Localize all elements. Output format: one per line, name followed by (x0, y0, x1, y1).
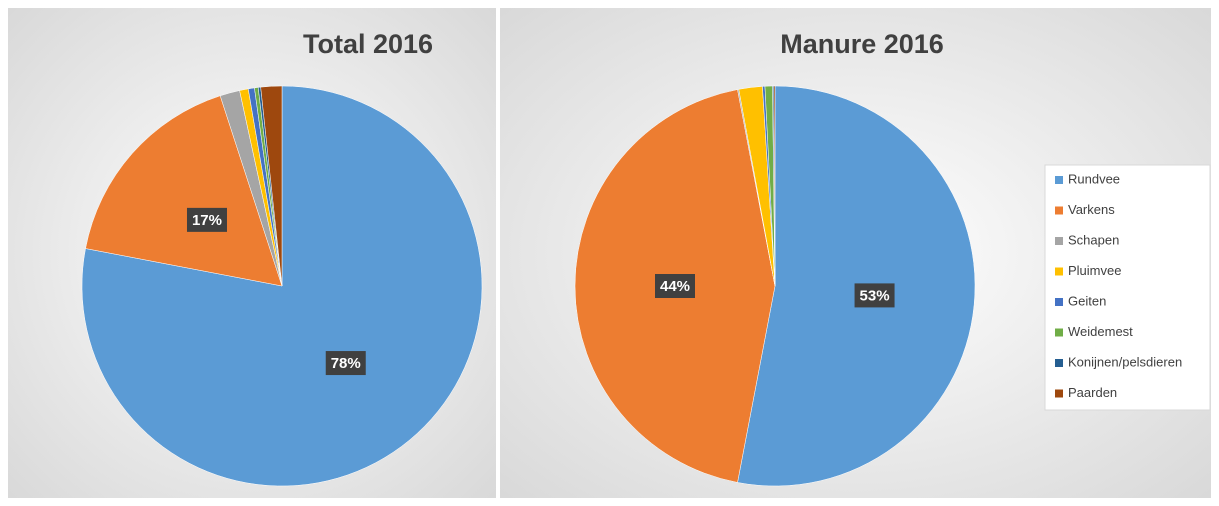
data-label: 78% (331, 355, 361, 372)
legend-swatch (1055, 206, 1063, 215)
label-box (655, 274, 695, 298)
pie-slice (773, 85, 776, 287)
pie-slice (260, 85, 283, 287)
legend-label: Varkens (1068, 202, 1115, 217)
legend-label: Pluimvee (1068, 263, 1121, 278)
chart-title: Total 2016 (303, 29, 433, 59)
chart-title: Manure 2016 (780, 29, 944, 59)
data-label: 17% (192, 212, 222, 229)
legend-label: Weidemest (1068, 324, 1133, 339)
legend-swatch (1055, 389, 1063, 398)
legend-label: Paarden (1068, 385, 1117, 400)
legend-label: Schapen (1068, 232, 1119, 247)
legend-swatch (1055, 267, 1063, 276)
legend-label: Rundvee (1068, 171, 1120, 186)
legend-label: Geiten (1068, 293, 1106, 308)
legend-swatch (1055, 328, 1063, 337)
legend-swatch (1055, 237, 1063, 245)
label-box (854, 283, 895, 308)
data-label: 44% (660, 278, 690, 295)
label-box (186, 207, 227, 232)
legend-swatch (1055, 359, 1063, 367)
legend-box (1044, 164, 1211, 411)
pie-slice (85, 95, 283, 287)
label-box (325, 351, 366, 376)
data-label: 53% (860, 287, 890, 304)
legend-label: Konijnen/pelsdieren (1068, 354, 1182, 369)
legend-swatch (1055, 176, 1063, 184)
legend-swatch (1055, 298, 1063, 306)
